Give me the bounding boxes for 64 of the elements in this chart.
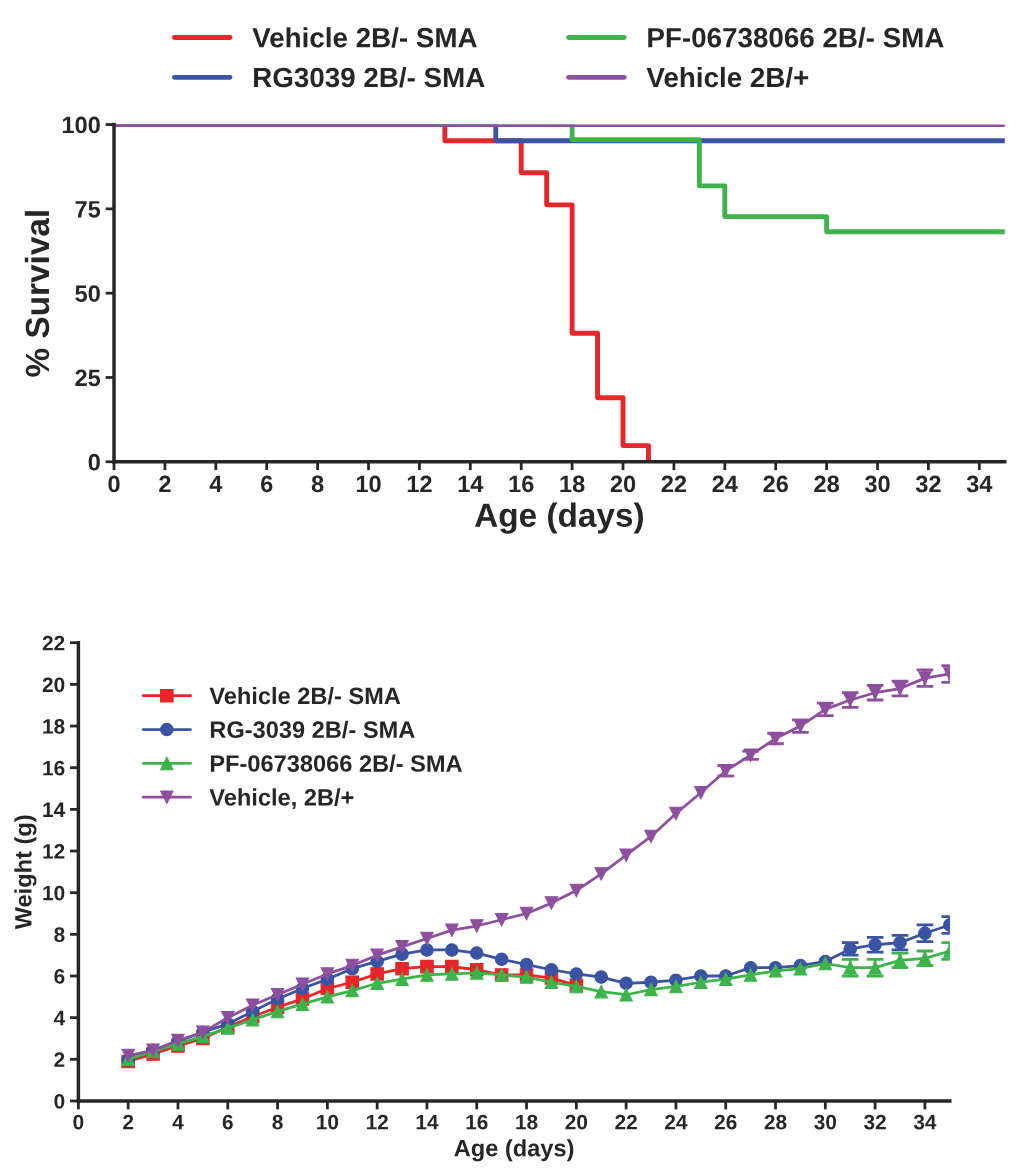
y-tick-label: 14 [43,802,66,817]
x-tick-label: 20 [610,475,636,493]
y-tick-label: 2 [54,1052,65,1067]
x-tick-label: 0 [108,475,120,493]
y-tick-label: 22 [42,635,65,651]
x-tick-label: 8 [272,1114,283,1130]
x-tick-label: 32 [864,1114,886,1130]
legend-label: Vehicle 2B/- SMA [252,27,477,48]
legend-label: Vehicle, 2B/+ [209,788,354,810]
y-tick-label: 6 [54,969,65,984]
y-tick-label: 12 [43,844,65,859]
x-tick-label: 16 [466,1114,488,1130]
x-tick-label: 24 [712,475,738,493]
y-tick-label: 20 [42,677,65,693]
legend-label: Vehicle 2B/+ [646,66,809,88]
legend-label: RG3039 2B/- SMA [254,66,485,88]
x-tick-label: 34 [913,1114,937,1130]
x-tick-label: 14 [416,1114,439,1130]
x-axis-title: Age (days) [454,1139,574,1162]
x-tick-label: 6 [261,475,273,493]
x-tick-label: 10 [356,475,381,493]
legend-label: Vehicle 2B/- SMA [209,686,401,705]
x-tick-label: 12 [366,1114,388,1130]
x-tick-label: 10 [317,1114,339,1130]
x-tick-label: 4 [209,475,223,493]
legend-label: RG-3039 2B/- SMA [210,720,415,739]
x-tick-label: 6 [222,1114,233,1130]
x-tick-label: 4 [172,1114,184,1130]
y-tick-label: 50 [75,285,100,302]
x-tick-label: 8 [311,475,324,493]
x-tick-label: 12 [407,475,432,493]
y-tick-label: 4 [53,1010,66,1026]
y-tick-label: 0 [88,453,100,471]
x-tick-label: 18 [560,475,585,493]
y-tick-label: 75 [75,201,101,218]
x-tick-label: 14 [458,475,484,493]
x-tick-label: 18 [516,1114,538,1130]
y-axis-title: % Survival [24,211,50,377]
x-tick-label: 24 [665,1114,688,1130]
y-tick-label: 0 [54,1093,65,1109]
x-tick-label: 2 [159,475,171,493]
y-tick-label: 25 [75,369,101,387]
x-tick-label: 2 [123,1114,134,1130]
x-tick-label: 26 [714,1114,737,1130]
x-tick-label: 20 [565,1114,588,1130]
y-tick-label: 16 [43,760,65,776]
x-tick-label: 30 [864,475,890,493]
x-tick-label: 28 [814,475,840,493]
legend-label: PF-06738066 2B/- SMA [648,27,944,48]
x-tick-label: 30 [814,1114,837,1130]
y-tick-label: 10 [43,885,65,901]
x-tick-label: 22 [661,475,687,493]
y-axis-title: Weight (g) [14,815,37,930]
x-tick-label: 16 [509,475,534,493]
y-tick-label: 8 [54,927,65,943]
x-tick-label: 22 [615,1114,637,1130]
y-tick-label: 100 [62,116,100,134]
x-axis-title: Age (days) [475,502,643,534]
y-tick-label: 18 [43,719,65,734]
legend-label: PF-06738066 2B/- SMA [210,754,462,773]
x-tick-label: 28 [764,1114,787,1130]
x-tick-label: 26 [763,475,788,493]
x-tick-label: 32 [915,475,941,493]
x-tick-label: 34 [966,475,993,493]
